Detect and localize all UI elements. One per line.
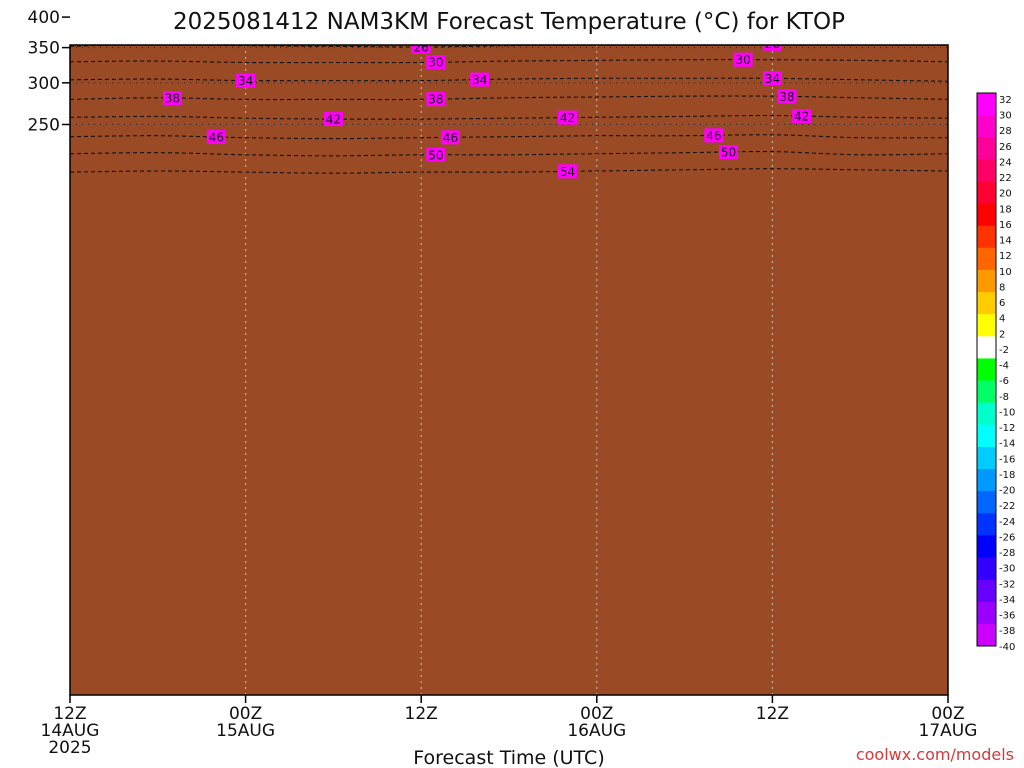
chart-title: 2025081412 NAM3KM Forecast Temperature (… bbox=[173, 9, 845, 35]
